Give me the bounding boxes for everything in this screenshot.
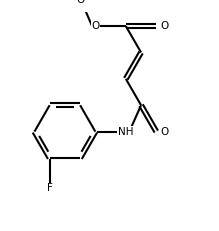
Text: O: O [160, 127, 168, 137]
Text: F: F [47, 183, 53, 194]
Text: NH: NH [118, 127, 134, 137]
Text: O: O [91, 21, 99, 31]
Text: O: O [160, 21, 168, 31]
Text: O: O [76, 0, 84, 5]
